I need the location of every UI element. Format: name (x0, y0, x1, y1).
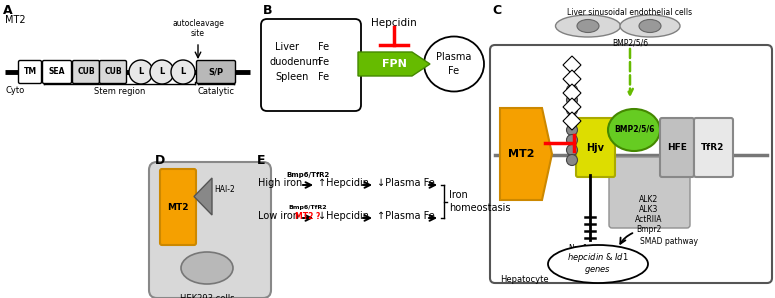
Text: Fe: Fe (318, 57, 329, 67)
Text: A: A (3, 4, 12, 17)
Text: Fe: Fe (318, 42, 329, 52)
Text: SMAD pathway: SMAD pathway (640, 238, 698, 246)
Text: D: D (155, 154, 165, 167)
Text: Stem region: Stem region (94, 87, 145, 96)
FancyBboxPatch shape (160, 169, 196, 245)
Text: High iron: High iron (258, 178, 302, 188)
Text: TM: TM (23, 68, 36, 77)
Text: Liver: Liver (275, 42, 299, 52)
Ellipse shape (620, 15, 680, 37)
FancyBboxPatch shape (149, 162, 271, 298)
Text: Spleen: Spleen (275, 72, 308, 82)
Polygon shape (563, 98, 581, 116)
Text: Low iron: Low iron (258, 211, 299, 221)
Circle shape (129, 60, 153, 84)
FancyBboxPatch shape (609, 157, 690, 228)
FancyBboxPatch shape (261, 19, 361, 111)
FancyBboxPatch shape (490, 45, 772, 283)
Text: MT2: MT2 (5, 15, 26, 25)
Text: C: C (492, 4, 501, 17)
Circle shape (567, 85, 577, 95)
Polygon shape (563, 84, 581, 102)
Text: S/P: S/P (208, 68, 223, 77)
Text: $\it{genes}$: $\it{genes}$ (584, 266, 611, 277)
Ellipse shape (556, 15, 621, 37)
Ellipse shape (181, 252, 233, 284)
Text: L: L (181, 68, 186, 77)
Text: Plasma: Plasma (436, 52, 472, 62)
Text: duodenum: duodenum (270, 57, 322, 67)
Text: HAI-2: HAI-2 (214, 185, 235, 195)
Circle shape (567, 94, 577, 105)
Text: CUB: CUB (104, 68, 122, 77)
Text: Bmp6/TfR2: Bmp6/TfR2 (288, 205, 327, 210)
Ellipse shape (639, 19, 661, 32)
Text: Catalytic: Catalytic (198, 87, 235, 96)
Text: ↑Hepcidin: ↑Hepcidin (318, 178, 369, 188)
FancyArrow shape (358, 52, 430, 76)
Text: ↓Plasma Fe: ↓Plasma Fe (377, 178, 435, 188)
Text: L: L (160, 68, 164, 77)
Text: B: B (263, 4, 273, 17)
Text: E: E (257, 154, 266, 167)
Polygon shape (194, 178, 212, 215)
Polygon shape (500, 108, 552, 200)
Ellipse shape (608, 109, 660, 151)
Text: BMP2/5/6: BMP2/5/6 (612, 38, 648, 47)
Text: Fe: Fe (449, 66, 460, 76)
Circle shape (567, 134, 577, 145)
Circle shape (567, 154, 577, 165)
Text: Neo1: Neo1 (568, 244, 588, 253)
FancyBboxPatch shape (197, 60, 236, 83)
FancyBboxPatch shape (19, 60, 42, 83)
Circle shape (567, 125, 577, 136)
Circle shape (567, 74, 577, 86)
FancyBboxPatch shape (576, 118, 615, 177)
Text: MT2: MT2 (508, 149, 534, 159)
Ellipse shape (577, 19, 599, 32)
Polygon shape (563, 56, 581, 74)
Text: HFE: HFE (667, 144, 687, 153)
Text: FPN: FPN (381, 59, 406, 69)
FancyBboxPatch shape (73, 60, 99, 83)
Circle shape (150, 60, 174, 84)
Text: ↑Plasma Fe: ↑Plasma Fe (377, 211, 435, 221)
Text: Hjv: Hjv (586, 143, 604, 153)
FancyBboxPatch shape (99, 60, 126, 83)
Text: ALK2: ALK2 (639, 195, 659, 204)
Text: Hepatocyte: Hepatocyte (500, 275, 549, 284)
Polygon shape (563, 70, 581, 88)
Text: Cyto: Cyto (5, 86, 24, 95)
Circle shape (171, 60, 195, 84)
Text: autocleavage
site: autocleavage site (172, 18, 224, 38)
Text: MT2: MT2 (167, 204, 189, 212)
Text: HEK293 cells: HEK293 cells (180, 294, 234, 298)
FancyBboxPatch shape (660, 118, 694, 177)
Text: $\it{hepcidin}$ & $\it{Id1}$: $\it{hepcidin}$ & $\it{Id1}$ (567, 252, 629, 265)
Text: ActRIIA: ActRIIA (636, 215, 663, 224)
Text: SEA: SEA (49, 68, 65, 77)
Text: L: L (139, 68, 143, 77)
Polygon shape (563, 112, 581, 130)
Circle shape (567, 105, 577, 116)
Text: CUB: CUB (78, 68, 95, 77)
Circle shape (567, 114, 577, 125)
Text: Hepcidin: Hepcidin (371, 18, 417, 28)
Text: TfR2: TfR2 (701, 144, 725, 153)
Text: Liver sinusoidal endothelial cells: Liver sinusoidal endothelial cells (567, 8, 693, 17)
Ellipse shape (424, 36, 484, 91)
Text: Iron
homeostasis: Iron homeostasis (449, 190, 511, 213)
Text: Fe: Fe (318, 72, 329, 82)
Text: Bmpr2: Bmpr2 (636, 225, 662, 234)
Text: BMP2/5/6: BMP2/5/6 (614, 125, 654, 134)
Text: ALK3: ALK3 (639, 205, 659, 214)
Circle shape (567, 145, 577, 156)
FancyBboxPatch shape (43, 60, 71, 83)
Ellipse shape (548, 245, 648, 283)
Text: MT2 ?: MT2 ? (295, 212, 321, 221)
Text: ↓Hepcidin: ↓Hepcidin (318, 211, 369, 221)
Text: Bmp6/TfR2: Bmp6/TfR2 (287, 172, 329, 178)
FancyBboxPatch shape (694, 118, 733, 177)
